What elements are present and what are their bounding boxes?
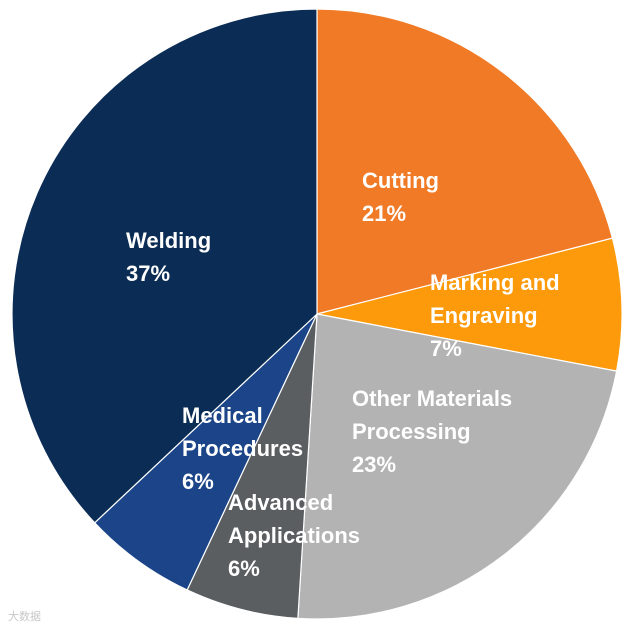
pie-value-label-marking-and-engraving: 7% [430, 336, 462, 361]
pie-slices [11, 8, 623, 620]
pie-value-label-welding: 37% [126, 261, 170, 286]
pie-value-label-advanced-applications: 6% [228, 556, 260, 581]
pie-label-medical-procedures: Procedures [182, 436, 303, 461]
pie-label-marking-and-engraving: Marking and [430, 270, 560, 295]
pie-slice-welding [11, 8, 318, 524]
pie-slice-other-materials-processing [297, 313, 618, 620]
pie-label-advanced-applications: Advanced [228, 490, 333, 515]
pie-label-advanced-applications: Applications [228, 523, 360, 548]
pie-slice-cutting [316, 8, 614, 315]
pie-slice-marking-and-engraving [316, 237, 623, 372]
pie-label-welding: Welding [126, 228, 211, 253]
pie-label-cutting: Cutting [362, 168, 439, 193]
pie-value-label-other-materials-processing: 23% [352, 452, 396, 477]
pie-value-label-cutting: 21% [362, 201, 406, 226]
pie-value-label-medical-procedures: 6% [182, 469, 214, 494]
watermark-text: 大数据 [8, 610, 41, 623]
pie-label-other-materials-processing: Other Materials [352, 386, 512, 411]
pie-label-marking-and-engraving: Engraving [430, 303, 538, 328]
pie-label-other-materials-processing: Processing [352, 419, 471, 444]
pie-labels: Cutting 21% Marking and Engraving 7% Other Ma… [126, 168, 560, 581]
pie-label-medical-procedures: Medical [182, 403, 263, 428]
